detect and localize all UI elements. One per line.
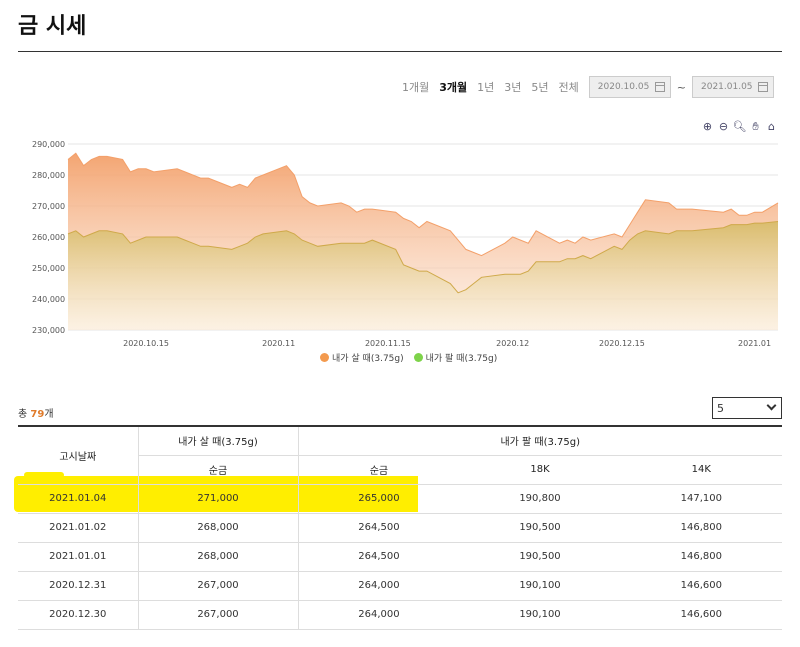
cell-buy-pure: 267,000 — [137, 571, 298, 601]
cell-sell-18k: 190,100 — [459, 571, 621, 601]
cell-sell-pure: 264,000 — [297, 571, 460, 601]
cell-sell-14k: 146,600 — [620, 600, 782, 630]
legend-label-buy: 내가 살 때(3.75g) — [332, 354, 404, 364]
start-date-field[interactable]: 2020.10.05 — [588, 76, 671, 98]
table-row: 2021.01.02 268,000 264,500 190,500 146,8… — [18, 513, 782, 543]
x-tick-label: 2020.12 — [496, 339, 529, 348]
header-sell-pure: 순금 — [297, 455, 460, 485]
range-button-1m[interactable]: 1개월 — [402, 81, 430, 94]
calendar-icon[interactable] — [758, 82, 768, 92]
y-tick-label: 230,000 — [32, 326, 65, 335]
cell-buy-pure: 268,000 — [137, 513, 298, 543]
home-icon[interactable]: ⌂ — [768, 120, 775, 133]
end-date-value: 2021.01.05 — [701, 82, 753, 92]
total-prefix: 총 — [18, 409, 31, 420]
y-tick-label: 280,000 — [32, 171, 65, 180]
table-row: 2021.01.04 271,000 265,000 190,800 147,1… — [18, 484, 782, 514]
series-line-sell — [67, 221, 779, 294]
range-button-5y[interactable]: 5년 — [531, 81, 549, 94]
table-row: 2020.12.31 267,000 264,000 190,100 146,6… — [18, 571, 782, 601]
gold-price-chart: 290,000 280,000 270,000 260,000 250,000 240,0… — [32, 140, 779, 348]
cell-sell-18k: 190,500 — [459, 513, 621, 543]
pan-hand-icon[interactable]: ✋︎ — [752, 119, 759, 133]
legend-item-buy[interactable]: 내가 살 때(3.75g) — [320, 351, 404, 364]
table-row: 2021.01.01 268,000 264,500 190,500 146,8… — [18, 542, 782, 572]
cell-date: 2021.01.02 — [18, 513, 138, 543]
chart-legend: 내가 살 때(3.75g) 내가 팔 때(3.75g) — [320, 351, 497, 364]
cell-date: 2021.01.01 — [18, 542, 138, 572]
cell-sell-14k: 146,800 — [620, 513, 782, 543]
cell-sell-14k: 146,800 — [620, 542, 782, 572]
cell-sell-18k: 190,100 — [459, 600, 621, 630]
range-button-all[interactable]: 전체 — [558, 81, 579, 94]
series-area-sell[interactable] — [68, 221, 778, 331]
total-number: 79 — [30, 409, 45, 420]
y-tick-label: 270,000 — [32, 202, 65, 211]
cell-date: 2020.12.31 — [18, 571, 138, 601]
cell-sell-18k: 190,800 — [459, 484, 621, 514]
cell-sell-14k: 146,600 — [620, 571, 782, 601]
title-divider — [18, 51, 782, 52]
x-tick-label: 2020.11 — [262, 339, 295, 348]
chart-toolbar: ⊕ ⊖ 🔍︎ ✋︎ ⌂ — [701, 119, 778, 134]
header-sell-18k: 18K — [459, 455, 621, 485]
rows-per-page-select[interactable]: 5 — [712, 397, 782, 419]
zoom-out-icon[interactable]: ⊖ — [718, 120, 729, 133]
calendar-icon[interactable] — [654, 82, 665, 92]
total-suffix: 개 — [44, 409, 54, 420]
y-tick-label: 250,000 — [32, 264, 65, 273]
header-date: 고시날짜 — [18, 425, 138, 485]
cell-date: 2021.01.04 — [18, 484, 138, 514]
y-tick-label: 290,000 — [32, 140, 65, 149]
header-buy: 내가 살 때(3.75g) — [137, 425, 298, 456]
cell-sell-18k: 190,500 — [459, 542, 621, 572]
cell-sell-pure: 264,000 — [297, 600, 460, 630]
y-tick-label: 240,000 — [32, 295, 65, 304]
total-count: 총 79개 — [18, 405, 54, 420]
header-sell: 내가 팔 때(3.75g) — [297, 425, 782, 456]
legend-item-sell[interactable]: 내가 팔 때(3.75g) — [413, 351, 498, 364]
start-date-value: 2020.10.05 — [597, 82, 650, 92]
cell-sell-pure: 264,500 — [297, 542, 460, 572]
range-selector: 1개월 3개월 1년 3년 5년 전체 2020.10.05 ~ 2021.01… — [402, 76, 774, 98]
header-buy-pure: 순금 — [137, 455, 298, 485]
chevron-down-icon — [766, 400, 777, 411]
legend-label-sell: 내가 팔 때(3.75g) — [425, 354, 498, 364]
price-table: 고시날짜 내가 살 때(3.75g) 내가 팔 때(3.75g) 순금 순금 1… — [18, 425, 782, 630]
cell-buy-pure: 268,000 — [137, 542, 298, 572]
range-button-3m[interactable]: 3개월 — [439, 81, 468, 94]
cell-sell-pure: 264,500 — [297, 513, 460, 543]
header-sell-14k: 14K — [620, 455, 782, 485]
x-tick-label: 2020.12.15 — [599, 339, 645, 348]
x-tick-label: 2021.01 — [738, 339, 771, 348]
series-line-buy — [67, 152, 779, 257]
x-tick-label: 2020.10.15 — [123, 339, 169, 348]
legend-dot-sell — [413, 353, 423, 362]
end-date-field[interactable]: 2021.01.05 — [692, 76, 774, 98]
cell-buy-pure: 267,000 — [137, 600, 298, 630]
y-tick-label: 260,000 — [32, 233, 65, 242]
cell-sell-14k: 147,100 — [620, 484, 782, 514]
table-row: 2020.12.30 267,000 264,000 190,100 146,6… — [18, 600, 782, 630]
legend-dot-buy — [320, 353, 329, 362]
magnify-icon[interactable]: 🔍︎ — [732, 120, 747, 133]
date-separator: ~ — [676, 80, 686, 94]
cell-date: 2020.12.30 — [18, 600, 138, 630]
cell-buy-pure: 271,000 — [137, 484, 298, 514]
range-button-3y[interactable]: 3년 — [504, 81, 522, 94]
x-tick-label: 2020.11.15 — [365, 339, 411, 348]
rows-per-page-value: 5 — [717, 401, 724, 415]
page-title: 금 시세 — [18, 14, 87, 39]
range-button-1y[interactable]: 1년 — [477, 81, 495, 94]
zoom-in-icon[interactable]: ⊕ — [702, 120, 713, 133]
cell-sell-pure: 265,000 — [297, 484, 460, 514]
